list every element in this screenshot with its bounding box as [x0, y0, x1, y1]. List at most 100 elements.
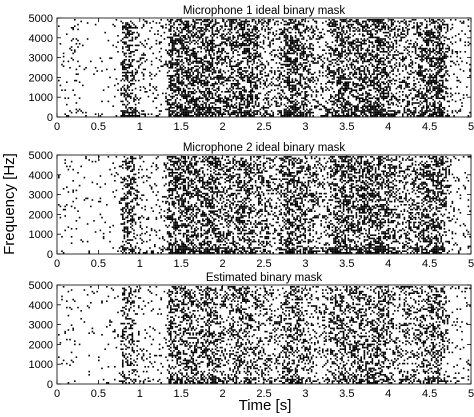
mask-cell	[381, 27, 383, 29]
mask-cell	[206, 76, 209, 79]
mask-cell	[246, 113, 249, 115]
mask-cell	[221, 81, 223, 83]
mask-cell	[160, 41, 162, 43]
mask-cell	[389, 46, 391, 48]
mask-cell	[248, 102, 250, 104]
mask-cell	[341, 33, 343, 35]
mask-cell	[170, 30, 172, 32]
mask-cell	[330, 71, 332, 74]
mask-cell	[376, 57, 378, 59]
mask-cell	[237, 97, 239, 99]
mask-cell	[206, 62, 209, 64]
mask-cell	[427, 55, 430, 58]
mask-cell	[427, 30, 430, 32]
mask-cell	[218, 89, 220, 91]
mask-cell	[221, 73, 223, 75]
mask-cell	[283, 30, 286, 32]
mask-cell	[304, 92, 306, 95]
mask-cell	[182, 94, 185, 96]
mask-cell	[187, 110, 190, 112]
mask-cell	[174, 43, 177, 45]
mask-cell	[198, 46, 201, 48]
mask-cell	[381, 51, 383, 53]
mask-cell	[254, 84, 257, 87]
mask-cell	[346, 89, 348, 91]
mask-cell	[398, 73, 401, 75]
mask-cell	[288, 99, 290, 101]
mask-cell	[328, 70, 330, 72]
mask-cell	[338, 52, 340, 55]
mask-cell	[358, 110, 361, 112]
mask-cell	[210, 78, 212, 80]
mask-cell	[192, 36, 194, 39]
mask-cell	[186, 94, 188, 96]
mask-cell	[366, 23, 369, 26]
mask-cell	[214, 100, 217, 103]
mask-cell	[293, 39, 295, 42]
mask-cell	[408, 86, 410, 88]
mask-cell	[181, 71, 183, 74]
mask-cell	[120, 89, 122, 91]
mask-cell	[336, 100, 338, 103]
mask-cell	[277, 92, 279, 95]
mask-cell	[85, 111, 87, 114]
mask-cell	[307, 111, 310, 114]
mask-cell	[243, 43, 246, 45]
mask-cell	[254, 110, 257, 112]
mask-cell	[126, 94, 129, 96]
mask-cell	[362, 87, 364, 90]
mask-cell	[366, 110, 369, 112]
mask-cell	[382, 71, 385, 74]
mask-cell	[334, 22, 337, 24]
mask-cell	[126, 87, 129, 90]
mask-cell	[243, 22, 246, 24]
mask-cell	[234, 94, 236, 96]
mask-cell	[386, 46, 388, 48]
mask-cell	[341, 97, 343, 99]
mask-cell	[394, 63, 396, 66]
mask-cell	[368, 33, 370, 35]
mask-cell	[267, 31, 270, 34]
mask-cell	[352, 60, 354, 63]
mask-cell	[243, 115, 246, 117]
mask-cell	[219, 108, 222, 111]
mask-cell	[173, 35, 175, 37]
mask-cell	[376, 81, 378, 83]
mask-cell	[266, 22, 268, 24]
mask-cell	[178, 59, 180, 61]
mask-cell	[226, 65, 228, 67]
mask-cell	[162, 92, 164, 95]
mask-cell	[398, 86, 401, 88]
mask-cell	[266, 75, 268, 77]
mask-cell	[330, 75, 332, 77]
mask-cell	[384, 110, 386, 112]
mask-cell	[336, 39, 338, 42]
mask-cell	[278, 36, 281, 39]
mask-cell	[181, 110, 183, 112]
mask-cell	[349, 52, 351, 55]
mask-cell	[354, 60, 356, 63]
mask-cell	[210, 63, 212, 66]
mask-cell	[246, 95, 249, 98]
mask-cell	[184, 84, 186, 87]
mask-cell	[256, 87, 258, 90]
mask-cell	[72, 52, 74, 55]
mask-cell	[256, 86, 258, 88]
mask-cell	[238, 94, 241, 96]
mask-cell	[171, 113, 174, 115]
mask-cell	[333, 110, 335, 112]
mask-cell	[224, 102, 226, 104]
mask-cell	[170, 79, 172, 82]
mask-cell	[405, 105, 407, 107]
mask-cell	[251, 70, 254, 72]
mask-cell	[250, 60, 252, 63]
mask-cell	[125, 27, 127, 29]
mask-cell	[123, 36, 126, 39]
mask-cell	[405, 68, 407, 71]
mask-cell	[200, 27, 202, 29]
mask-cell	[339, 75, 342, 77]
mask-cell	[186, 47, 188, 50]
mask-cell	[294, 51, 297, 53]
mask-cell	[200, 79, 202, 82]
mask-cell	[194, 102, 196, 104]
